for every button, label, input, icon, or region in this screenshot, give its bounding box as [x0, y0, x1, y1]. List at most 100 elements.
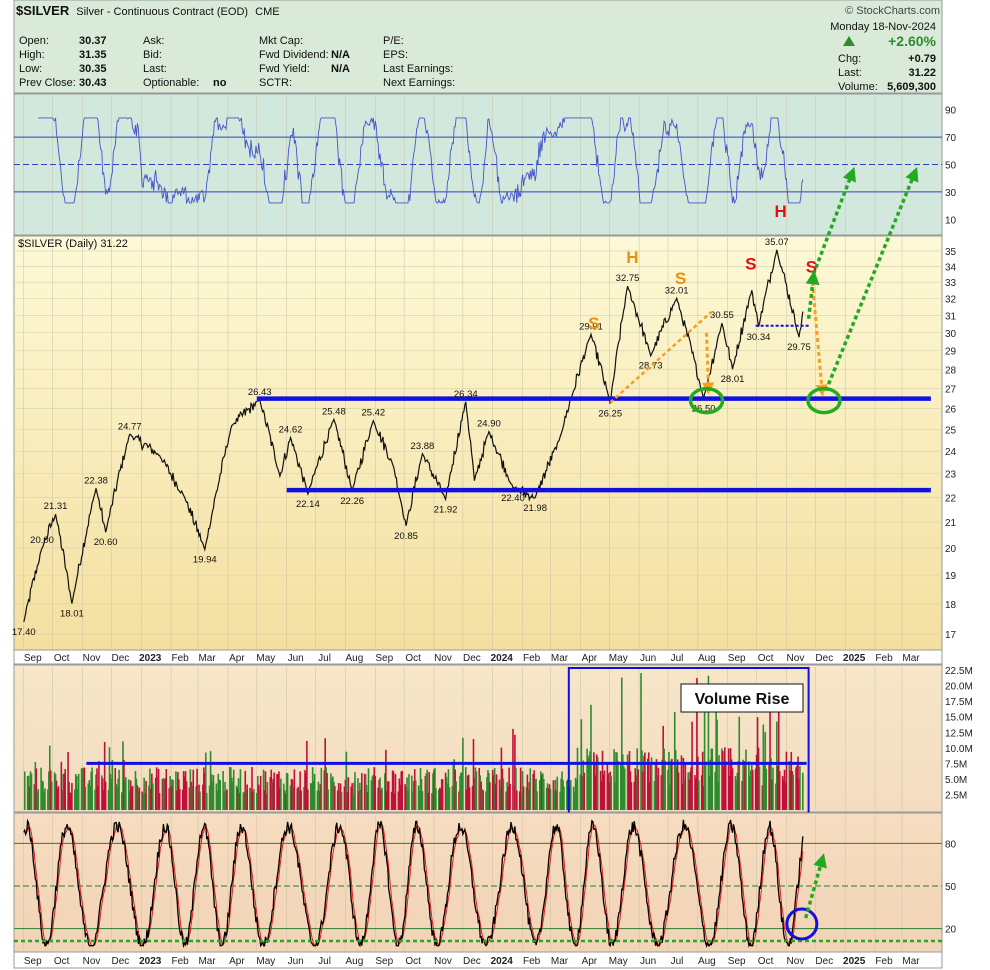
volume-bar	[170, 786, 172, 810]
volume-bar	[728, 776, 731, 810]
volume-bar	[357, 778, 359, 810]
symbol-name: Silver - Continuous Contract (EOD)	[76, 6, 248, 18]
volume-bar	[282, 783, 285, 810]
volume-bar	[222, 770, 224, 810]
x-tick-label: Aug	[698, 653, 716, 664]
volume-bar	[344, 779, 347, 810]
volume-bar	[417, 785, 420, 810]
volume-bar	[70, 792, 72, 810]
volume-bar	[216, 790, 219, 810]
volume-bar	[691, 721, 693, 810]
volume-bar	[60, 761, 63, 810]
y-tick-label: 29	[945, 347, 957, 358]
volume-bar	[104, 781, 107, 810]
volume-bar	[135, 778, 138, 810]
volume-bar	[69, 792, 71, 810]
price-label: 21.98	[523, 503, 547, 514]
volume-bar	[387, 781, 390, 810]
volume-bar	[467, 774, 470, 810]
volume-bar	[715, 711, 717, 810]
volume-bar	[465, 789, 468, 810]
volume-bar	[192, 769, 195, 810]
volume-bar	[345, 751, 348, 810]
volume-bar	[353, 782, 355, 810]
volume-bar	[445, 776, 448, 810]
quote-value: 30.35	[79, 63, 107, 75]
x-tick-label: Oct	[758, 653, 774, 664]
volume-bar	[251, 767, 253, 810]
volume-bar	[529, 768, 532, 810]
price-label: 26.34	[454, 389, 478, 400]
x-tick-label: Mar	[551, 653, 569, 664]
price-label: 21.92	[434, 504, 458, 515]
price-label: 24.77	[118, 421, 142, 432]
volume-bar	[792, 774, 794, 810]
volume-bar	[777, 700, 780, 810]
up-arrow-icon	[843, 36, 855, 46]
symbol: $SILVER	[16, 3, 70, 18]
volume-bar	[96, 768, 98, 810]
volume-bar	[203, 767, 205, 810]
volume-bar	[75, 776, 78, 810]
volume-bar	[242, 792, 245, 810]
price-label: 20.85	[394, 531, 418, 542]
quote-label: Low:	[19, 63, 42, 75]
volume-bar	[569, 779, 572, 810]
volume-bar	[83, 767, 86, 810]
y-tick-label: 12.5M	[945, 728, 973, 739]
volume-bar	[495, 774, 498, 810]
volume-bar	[788, 761, 791, 810]
y-tick-label: 27	[945, 385, 957, 396]
x-tick-label: 2023	[139, 956, 162, 967]
volume-bar	[202, 784, 204, 810]
volume-bar	[363, 773, 366, 810]
volume-bar	[232, 769, 235, 810]
volume-bar	[519, 767, 522, 810]
x-tick-label: Jun	[288, 653, 304, 664]
volume-bar	[480, 781, 482, 810]
volume-bar	[172, 779, 174, 810]
volume-bar	[310, 783, 313, 810]
volume-bar	[778, 771, 781, 810]
volume-bar	[266, 782, 269, 810]
volume-bar	[731, 768, 734, 810]
volume-bar	[35, 768, 38, 810]
volume-bar	[555, 790, 558, 810]
volume-bar	[137, 791, 140, 810]
volume-bar	[683, 779, 686, 810]
volume-bar	[404, 784, 406, 810]
volume-bar	[354, 772, 356, 810]
volume-bar	[769, 709, 771, 810]
quote-value: N/A	[331, 49, 350, 61]
volume-bar	[616, 752, 618, 810]
volume-bar	[629, 771, 632, 810]
volume-bar	[43, 791, 45, 810]
price-label: 20.60	[94, 537, 118, 548]
volume-bar	[189, 769, 192, 810]
volume-bar	[528, 782, 531, 810]
volume-bar	[689, 771, 691, 810]
volume-bar	[507, 786, 509, 810]
volume-bar	[579, 774, 582, 810]
volume-bar	[799, 766, 801, 810]
volume-bar	[359, 782, 361, 810]
x-tick-label: Jun	[640, 653, 656, 664]
volume-bar	[412, 781, 415, 810]
volume-bar	[392, 771, 395, 810]
volume-bar	[138, 787, 141, 810]
volume-bar	[459, 775, 461, 810]
stochastic-k-line	[23, 818, 804, 949]
volume-bar	[407, 790, 409, 810]
header-panel: $SILVER Silver - Continuous Contract (EO…	[13, 0, 943, 94]
volume-bar	[28, 786, 31, 810]
volume-bar	[196, 768, 198, 810]
x-tick-label: Apr	[229, 653, 245, 664]
volume-bar	[768, 761, 770, 810]
volume-bar	[358, 791, 360, 810]
volume-value: 5,609,300	[887, 81, 936, 93]
volume-bar	[521, 770, 524, 810]
volume-bar	[745, 749, 747, 810]
volume-bar	[424, 776, 427, 810]
volume-bar	[259, 775, 262, 810]
volume-bar	[478, 767, 481, 810]
